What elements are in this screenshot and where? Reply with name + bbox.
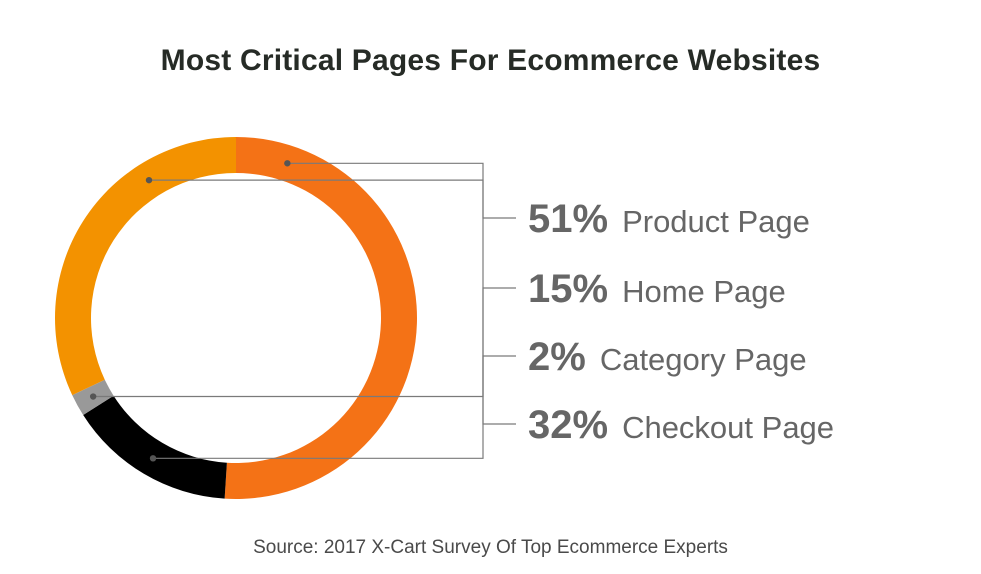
category-label: Product Page	[622, 204, 810, 239]
category-label: Home Page	[622, 274, 786, 309]
slice-checkout-page	[54, 137, 236, 396]
leader-line-category-page	[93, 355, 516, 398]
category-label: Category Page	[600, 342, 807, 377]
leader-dot-category-page	[89, 393, 97, 400]
slice-home-page	[83, 395, 227, 499]
data-label-product-page: 51% Product Page	[528, 197, 810, 241]
leader-dot-home-page	[149, 455, 157, 462]
data-label-home-page: 15% Home Page	[528, 267, 786, 311]
data-label-category-page: 2% Category Page	[528, 335, 807, 379]
chart-title: Most Critical Pages For Ecommerce Websit…	[160, 44, 821, 77]
leader-line-checkout-page	[149, 179, 516, 425]
percent-label: 51%	[528, 197, 608, 241]
category-label: Checkout Page	[622, 410, 834, 445]
percent-label: 2%	[528, 335, 586, 379]
percent-label: 32%	[528, 403, 608, 447]
leader-dot-checkout-page	[145, 176, 153, 184]
percent-label: 15%	[528, 267, 608, 311]
slice-product-page	[224, 137, 417, 499]
source-note: Source: 2017 X-Cart Survey Of Top Ecomme…	[253, 537, 728, 558]
leader-dot-product-page	[284, 160, 291, 167]
data-label-checkout-page: 32% Checkout Page	[528, 403, 834, 447]
